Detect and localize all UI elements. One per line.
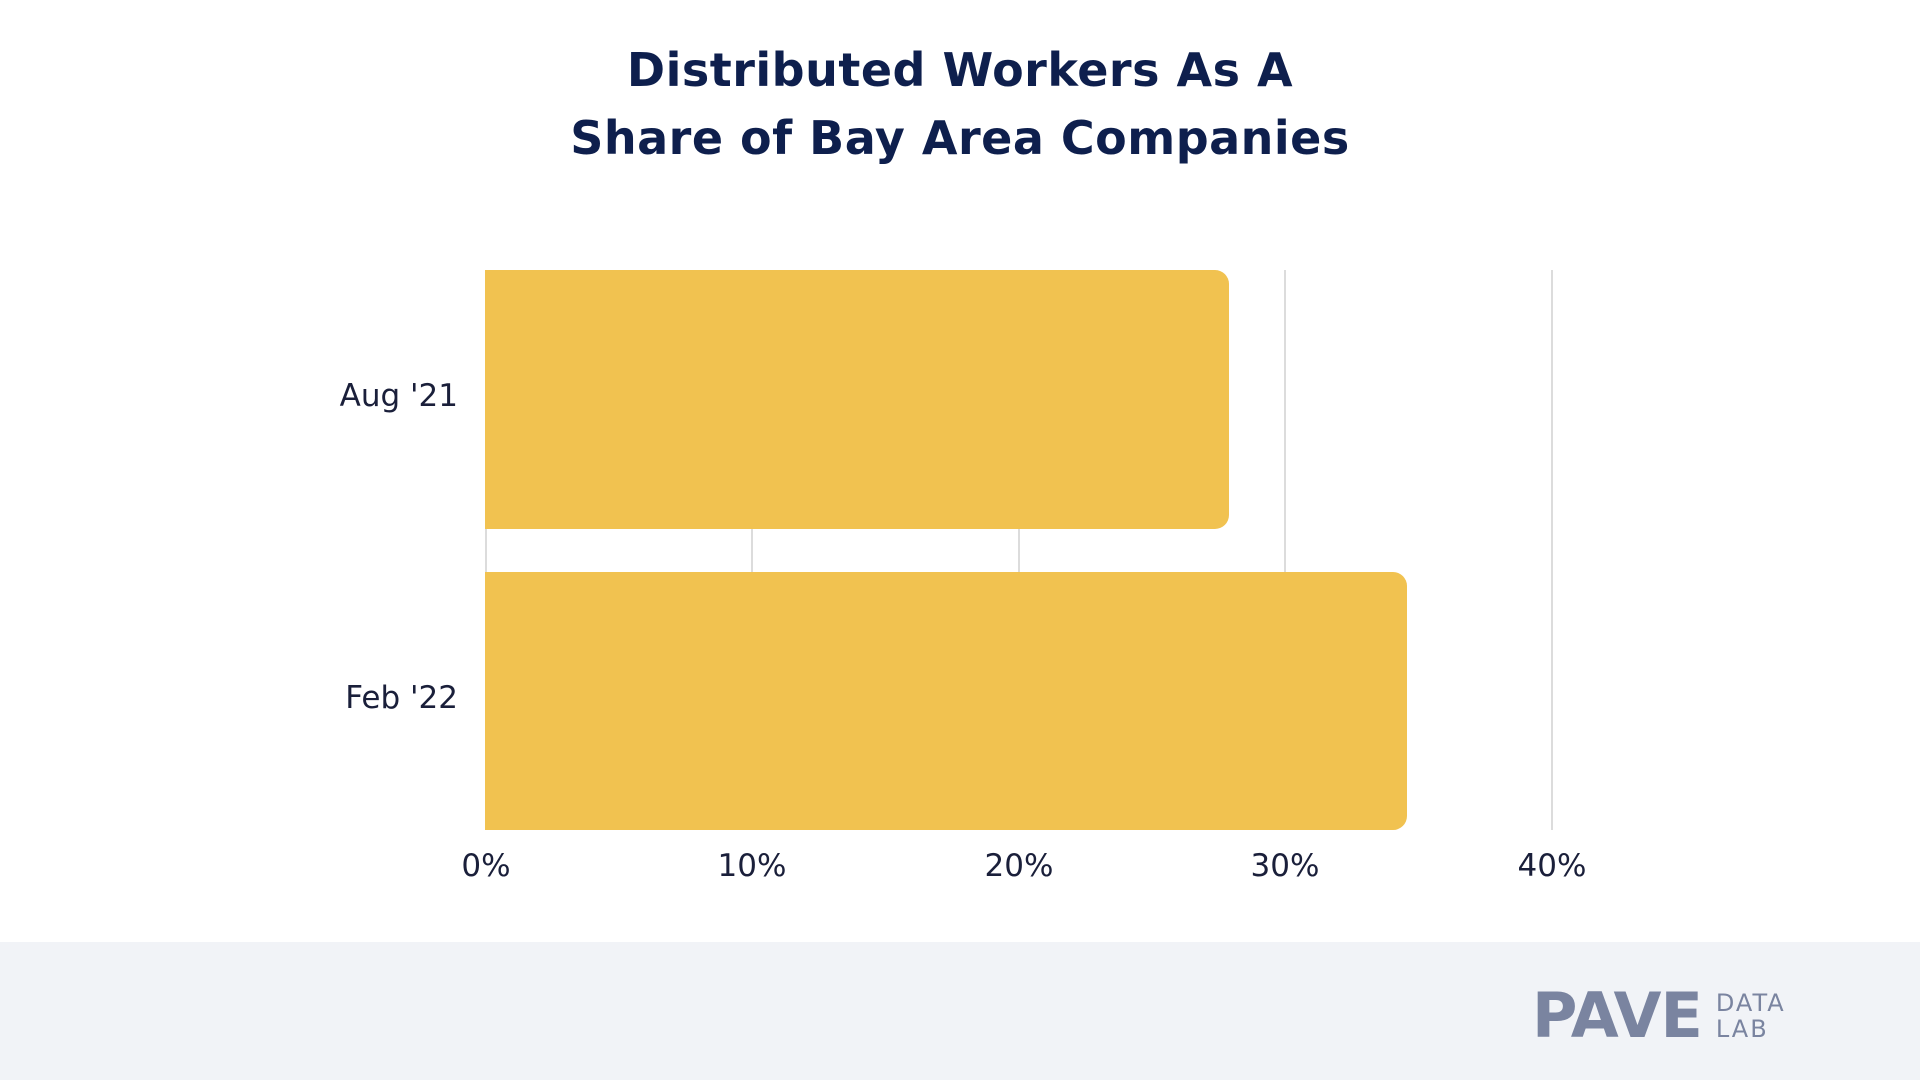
logo-sub-line1: DATA: [1715, 989, 1786, 1017]
bar-aug-21: [485, 270, 1229, 529]
category-label-feb-22: Feb '22: [345, 680, 458, 716]
x-tick-0: 0%: [461, 848, 511, 884]
gridline-0: [485, 270, 487, 830]
plot-area: [485, 270, 1553, 830]
gridline-30: [1284, 270, 1286, 830]
gridline-40: [1551, 270, 1553, 830]
footer: [0, 942, 1920, 1080]
logo-subtitle: DATA LAB: [1716, 990, 1786, 1042]
category-label-aug-21: Aug '21: [339, 378, 458, 414]
logo-sub-line2: LAB: [1715, 1015, 1769, 1043]
chart-title-line1: Distributed Workers As A: [626, 43, 1294, 97]
chart-title-line2: Share of Bay Area Companies: [570, 111, 1350, 165]
x-tick-20: 20%: [984, 848, 1054, 884]
x-tick-40: 40%: [1517, 848, 1587, 884]
pave-data-lab-logo: PAVE DATA LAB: [1532, 985, 1786, 1047]
x-tick-30: 30%: [1250, 848, 1320, 884]
gridline-10: [751, 270, 753, 830]
x-tick-10: 10%: [717, 848, 787, 884]
bar-feb-22: [485, 572, 1407, 830]
chart-title: Distributed Workers As A Share of Bay Ar…: [0, 36, 1920, 172]
logo-wordmark: PAVE: [1532, 979, 1703, 1052]
gridline-20: [1018, 270, 1020, 830]
